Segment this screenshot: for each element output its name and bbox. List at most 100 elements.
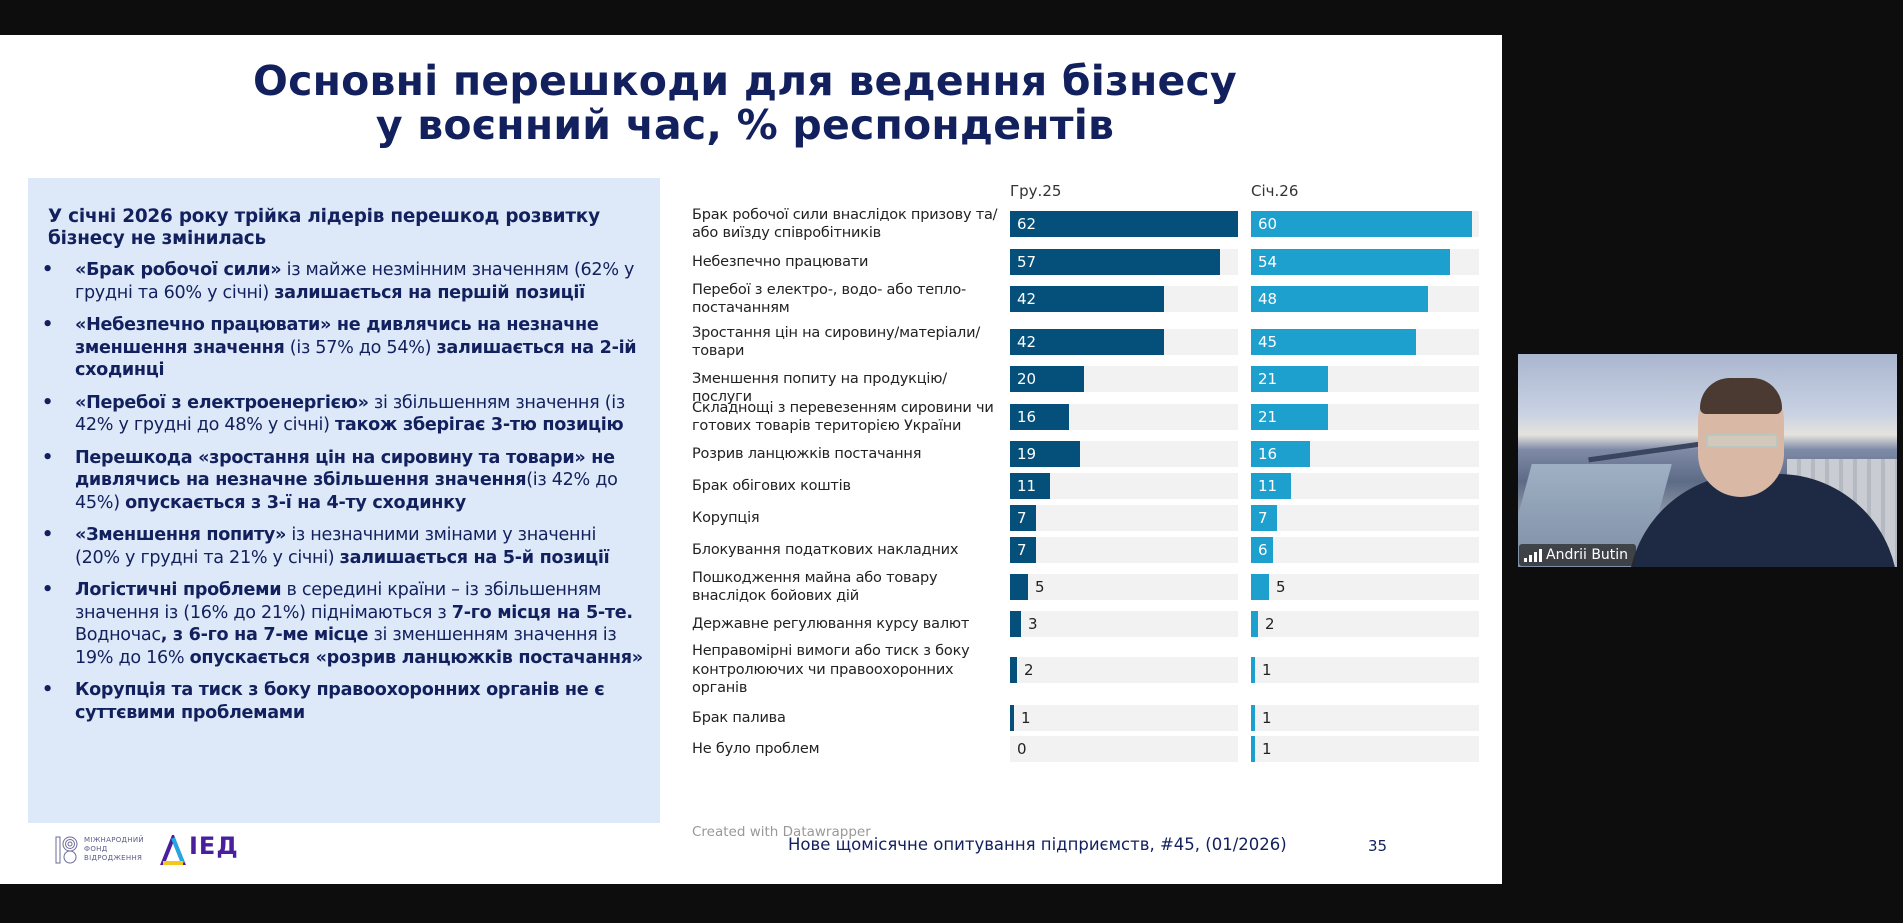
- bar-track: 1: [1251, 657, 1479, 683]
- bar-track: 16: [1010, 404, 1238, 430]
- bullet-text: із майже незмінним значенням (62% у груд…: [75, 260, 635, 303]
- bullet-text-bold: опускається з 3-ї на 4-ту сходинку: [125, 492, 466, 513]
- bar-track: 2: [1010, 657, 1238, 683]
- slide-title-line-2: у воєнний час, % респондентів: [375, 101, 1115, 149]
- bullet-text: (із 42% до 45%): [75, 470, 618, 513]
- bar-value-label: 3: [1028, 615, 1038, 633]
- bar-value-label: 0: [1017, 740, 1027, 758]
- bullet-text: Водночас: [75, 625, 161, 645]
- bar: [1251, 211, 1472, 237]
- category-label: Зростання цін на сировину/матеріали/ тов…: [692, 324, 981, 360]
- bullet-text-bold: залишається на 2-ій сходинці: [75, 337, 637, 381]
- bar-value-label: 1: [1262, 709, 1272, 727]
- bar-value-label: 21: [1258, 408, 1278, 426]
- category-label: Корупція: [692, 509, 760, 526]
- bar: [1010, 249, 1220, 275]
- summary-bullet: • «Перебої з електроенергією» зі збільшен…: [42, 392, 646, 437]
- chart-credit: Created with Datawrapper: [692, 824, 871, 840]
- webcam-background-bridge: [1588, 440, 1708, 463]
- bar-value-label: 5: [1035, 578, 1045, 596]
- bar-track: 11: [1010, 473, 1238, 499]
- category-label: Блокування податкових накладних: [692, 541, 959, 558]
- bar-track: 42: [1010, 286, 1238, 312]
- bar-track: 57: [1010, 249, 1238, 275]
- bar-value-label: 48: [1258, 290, 1278, 308]
- bullet-text: зі зменшенням значення із 19% до 16%: [75, 625, 617, 668]
- bar: [1010, 404, 1069, 430]
- summary-heading: У січні 2026 року трійка лідерів перешко…: [48, 206, 600, 249]
- bar: [1010, 574, 1028, 600]
- bar: [1251, 574, 1269, 600]
- bullet-text: із незначними змінами у значенні (20% у …: [75, 525, 597, 568]
- bar-value-label: 7: [1258, 509, 1268, 527]
- bar-track: 21: [1251, 404, 1479, 430]
- bar-track: 20: [1010, 366, 1238, 392]
- bar: [1251, 736, 1255, 762]
- bar: [1251, 404, 1328, 430]
- bar-track: 3: [1010, 611, 1238, 637]
- bullet-dot-icon: •: [42, 260, 53, 280]
- category-label: Небезпечно працювати: [692, 253, 869, 270]
- category-label: Державне регулювання курсу валют: [692, 615, 970, 632]
- series-header: Гру.25: [1010, 182, 1062, 200]
- webcam-tile[interactable]: Andrii Butin: [1518, 354, 1897, 567]
- bar: [1251, 537, 1273, 563]
- category-label: Не було проблем: [692, 740, 820, 757]
- category-label: Брак палива: [692, 709, 786, 726]
- bullet-dot-icon: •: [42, 447, 53, 468]
- irf-logo-line: ФОНД: [84, 845, 108, 853]
- bar-track: 0: [1010, 736, 1238, 762]
- bar-track: 7: [1251, 505, 1479, 531]
- bar: [1010, 329, 1164, 355]
- bar-track: 7: [1010, 537, 1238, 563]
- bullet-dot-icon: •: [42, 580, 53, 600]
- summary-bullet: • Корупція та тиск з боку правоохоронних …: [42, 679, 646, 724]
- bar-track: 21: [1251, 366, 1479, 392]
- bullet-text-bold: «Перебої з електроенергією»: [75, 392, 369, 413]
- bar-value-label: 19: [1017, 445, 1037, 463]
- bullet-text: (із 57% до 54%): [284, 337, 437, 358]
- bullet-text-bold: також зберігає 3-тю позицію: [335, 415, 624, 435]
- footer-source: Нове щомісячне опитування підприємств, #…: [788, 835, 1287, 854]
- bar-track: 60: [1251, 211, 1479, 237]
- bullet-text-bold: «Брак робочої сили»: [75, 260, 282, 280]
- category-label: Зменшення попиту на продукцію/послуги: [692, 370, 947, 406]
- bar: [1010, 366, 1084, 392]
- irf-logo-line: МІЖНАРОДНИЙ: [84, 836, 144, 844]
- page-number: 35: [1368, 837, 1388, 855]
- bullet-text-bold: , з 6-го на 7-ме місце: [160, 625, 369, 645]
- bar: [1010, 705, 1014, 731]
- category-label: Пошкодження майна або товару внаслідок б…: [692, 569, 938, 605]
- bar-value-label: 54: [1258, 253, 1278, 271]
- bar-track: 5: [1251, 574, 1479, 600]
- bar-track: 62: [1010, 211, 1238, 237]
- category-label: Складнощі з перевезенням сировини чи гот…: [692, 399, 994, 435]
- bar-track: 1: [1251, 736, 1479, 762]
- bar-value-label: 42: [1017, 333, 1037, 351]
- participant-video-glasses: [1706, 434, 1778, 448]
- bullet-text-bold: 7-го місця на 5-те.: [451, 602, 633, 623]
- bar: [1010, 537, 1036, 563]
- bar: [1010, 211, 1238, 237]
- bar-value-label: 60: [1258, 215, 1278, 233]
- bullet-dot-icon: •: [42, 392, 53, 413]
- category-label: Розрив ланцюжків постачання: [692, 445, 922, 462]
- bar: [1010, 505, 1036, 531]
- bar-value-label: 21: [1258, 370, 1278, 388]
- bar-value-label: 5: [1276, 578, 1286, 596]
- irf-logo-icon: [55, 836, 78, 864]
- bullet-text: в середині країни – із збільшенням значе…: [75, 580, 602, 623]
- ied-logo-text: ІЕД: [189, 832, 239, 860]
- bullet-dot-icon: •: [42, 680, 53, 700]
- bullet-dot-icon: •: [42, 525, 53, 545]
- bar-value-label: 7: [1017, 509, 1027, 527]
- bullet-text-bold: Перешкода «зростання цін на сировину та …: [75, 447, 615, 491]
- bar-value-label: 42: [1017, 290, 1037, 308]
- bar: [1010, 286, 1164, 312]
- signal-bars-icon: [1524, 548, 1542, 562]
- bar: [1251, 441, 1310, 467]
- bar-track: 2: [1251, 611, 1479, 637]
- bar: [1251, 505, 1277, 531]
- bullet-text-bold: «Зменшення попиту»: [75, 525, 287, 545]
- irf-logo-line: ВІДРОДЖЕННЯ: [84, 854, 143, 862]
